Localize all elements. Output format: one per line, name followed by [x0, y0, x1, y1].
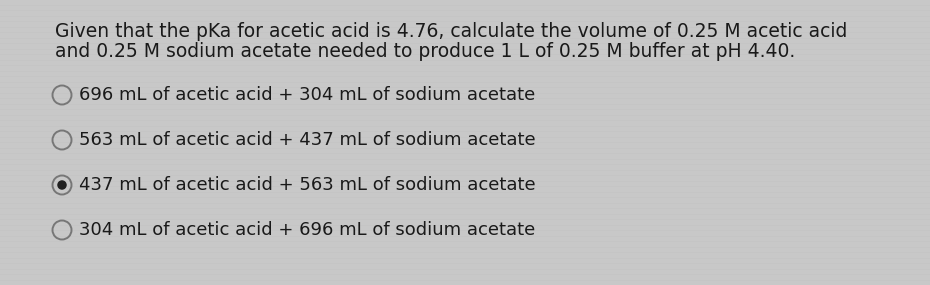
Text: 696 mL of acetic acid + 304 mL of sodium acetate: 696 mL of acetic acid + 304 mL of sodium…	[79, 86, 536, 104]
Text: and 0.25 M sodium acetate needed to produce 1 L of 0.25 M buffer at pH 4.40.: and 0.25 M sodium acetate needed to prod…	[55, 42, 795, 61]
Text: 437 mL of acetic acid + 563 mL of sodium acetate: 437 mL of acetic acid + 563 mL of sodium…	[79, 176, 536, 194]
Ellipse shape	[58, 180, 67, 190]
Text: 563 mL of acetic acid + 437 mL of sodium acetate: 563 mL of acetic acid + 437 mL of sodium…	[79, 131, 536, 149]
Text: Given that the pKa for acetic acid is 4.76, calculate the volume of 0.25 M aceti: Given that the pKa for acetic acid is 4.…	[55, 22, 847, 41]
Text: 304 mL of acetic acid + 696 mL of sodium acetate: 304 mL of acetic acid + 696 mL of sodium…	[79, 221, 536, 239]
